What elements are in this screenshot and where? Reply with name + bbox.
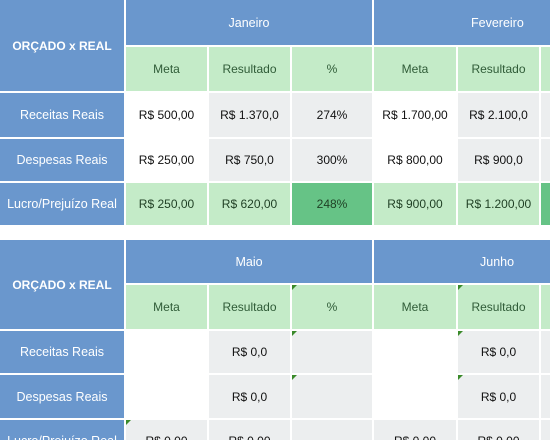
cell-resultado[interactable]: R$ 0,00 [458, 420, 539, 440]
cell-resultado[interactable]: R$ 750,0 [209, 139, 290, 181]
cell-percent[interactable]: 300% [292, 139, 372, 181]
cell-meta[interactable]: R$ 250,00 [126, 183, 207, 225]
row-label-receitas: Receitas Reais [0, 93, 124, 137]
cell-resultado[interactable]: R$ 0,0 [209, 331, 290, 373]
cell-resultado[interactable]: R$ 1.370,0 [209, 93, 290, 137]
corner-header: ORÇADO x REAL [0, 0, 124, 91]
subheader-resultado: Resultado [209, 285, 290, 329]
month-header-junho: Junho [374, 240, 550, 283]
subheader-meta: Meta [374, 47, 456, 91]
subheader-percent: % [292, 285, 372, 329]
cell-cut [541, 183, 550, 225]
cell-percent[interactable]: 274% [292, 93, 372, 137]
comment-marker-icon [458, 375, 463, 380]
row-label-lucro: Lucro/Prejuízo Real [0, 420, 124, 440]
cell-meta[interactable] [374, 331, 456, 373]
cell-resultado[interactable]: R$ 0,0 [458, 375, 539, 418]
cell-resultado[interactable]: R$ 1.200,00 [458, 183, 539, 225]
cell-cut [541, 331, 550, 373]
cell-meta[interactable]: R$ 900,00 [374, 183, 456, 225]
month-label: Janeiro [228, 15, 270, 30]
subheader-resultado: Resultado [209, 47, 290, 91]
cell-meta[interactable]: R$ 1.700,00 [374, 93, 456, 137]
budget-table-may-jun: ORÇADO x REAL Maio Junho Meta Resultado … [0, 240, 550, 440]
corner-header-label: ORÇADO x REAL [12, 38, 112, 53]
comment-marker-icon [458, 331, 463, 336]
cell-meta[interactable]: R$ 250,00 [126, 139, 207, 181]
subheader-cut [541, 285, 550, 329]
corner-header: ORÇADO x REAL [0, 240, 124, 329]
subheader-resultado: Resultado [458, 285, 539, 329]
subheader-cut [541, 47, 550, 91]
cell-meta[interactable] [126, 375, 207, 418]
subheader-percent: % [292, 47, 372, 91]
cell-meta[interactable]: R$ 0,00 [374, 420, 456, 440]
cell-cut [541, 420, 550, 440]
row-label-receitas: Receitas Reais [0, 331, 124, 373]
cell-resultado[interactable]: R$ 0,00 [209, 420, 290, 440]
cell-percent[interactable] [292, 375, 372, 418]
cell-meta[interactable]: R$ 800,00 [374, 139, 456, 181]
comment-marker-icon [292, 285, 297, 290]
subheader-meta: Meta [126, 285, 207, 329]
row-label-despesas: Despesas Reais [0, 139, 124, 181]
corner-header-label: ORÇADO x REAL [12, 277, 112, 292]
cell-cut [541, 93, 550, 137]
cell-resultado[interactable]: R$ 0,0 [209, 375, 290, 418]
cell-percent[interactable] [292, 420, 372, 440]
cell-meta[interactable] [374, 375, 456, 418]
subheader-meta: Meta [126, 47, 207, 91]
budget-table-jan-feb: ORÇADO x REAL Janeiro Fevereiro Meta Res… [0, 0, 550, 225]
cell-cut [541, 139, 550, 181]
month-header-maio: Maio [126, 240, 372, 283]
month-label: Fevereiro [471, 15, 524, 30]
subheader-resultado: Resultado [458, 47, 539, 91]
comment-marker-icon [292, 375, 297, 380]
cell-meta[interactable]: R$ 500,00 [126, 93, 207, 137]
cell-resultado[interactable]: R$ 620,00 [209, 183, 290, 225]
cell-percent-highlight[interactable]: 248% [292, 183, 372, 225]
comment-marker-icon [292, 331, 297, 336]
cell-meta[interactable] [126, 331, 207, 373]
cell-percent[interactable] [292, 331, 372, 373]
comment-marker-icon [126, 420, 131, 425]
cell-meta[interactable]: R$ 0,00 [126, 420, 207, 440]
month-header-janeiro: Janeiro [126, 0, 372, 45]
cell-resultado[interactable]: R$ 0,0 [458, 331, 539, 373]
month-label: Maio [235, 254, 263, 269]
month-label: Junho [480, 254, 515, 269]
cell-resultado[interactable]: R$ 2.100,0 [458, 93, 539, 137]
cell-resultado[interactable]: R$ 900,0 [458, 139, 539, 181]
row-label-lucro: Lucro/Prejuízo Real [0, 183, 124, 225]
cell-cut [541, 375, 550, 418]
month-header-fevereiro: Fevereiro [374, 0, 550, 45]
row-label-despesas: Despesas Reais [0, 375, 124, 418]
comment-marker-icon [458, 285, 463, 290]
subheader-meta: Meta [374, 285, 456, 329]
